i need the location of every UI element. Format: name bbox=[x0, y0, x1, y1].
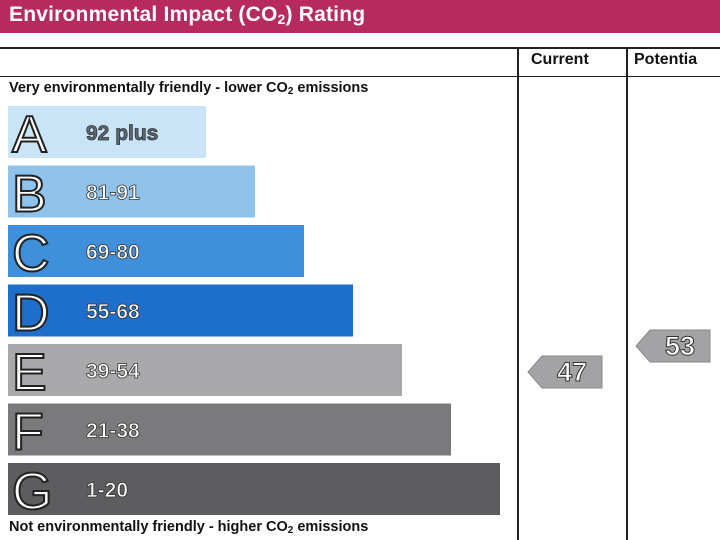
header-row-border bbox=[0, 76, 720, 77]
rating-header: Environmental Impact (CO2) Rating bbox=[0, 0, 720, 33]
bottom-caption-subscript: 2 bbox=[287, 525, 294, 536]
band-f-letter: F bbox=[12, 404, 44, 462]
potential-rating-arrow bbox=[635, 329, 711, 363]
top-caption-suffix: emissions bbox=[293, 80, 369, 96]
band-b-letter: B bbox=[12, 166, 47, 224]
band-e-letter: E bbox=[12, 344, 47, 402]
potential-rating-value: 53 bbox=[665, 331, 695, 361]
band-e-bar bbox=[8, 344, 402, 396]
top-caption-subscript: 2 bbox=[287, 86, 294, 97]
band-d-letter: D bbox=[12, 285, 50, 343]
band-d-bar bbox=[8, 284, 353, 337]
rating-title: Environmental Impact (CO2) Rating bbox=[9, 3, 365, 27]
bottom-caption-prefix: Not environmentally friendly - higher CO bbox=[9, 519, 288, 535]
top-caption: Very environmentally friendly - lower CO… bbox=[9, 80, 369, 97]
table-top-border bbox=[0, 47, 720, 49]
current-rating-value: 47 bbox=[557, 357, 587, 387]
band-f-range: 21-38 bbox=[86, 420, 140, 443]
potential-column-header: Potentia bbox=[634, 51, 698, 68]
band-a-range: 92 plus bbox=[86, 122, 158, 145]
title-subscript: 2 bbox=[277, 11, 286, 27]
band-c-range: 69-80 bbox=[86, 241, 140, 264]
band-g-bar bbox=[8, 463, 500, 515]
band-b-range: 81-91 bbox=[86, 182, 140, 205]
band-g-range: 1-20 bbox=[86, 479, 128, 502]
band-a-bar bbox=[8, 106, 206, 158]
current-column-divider bbox=[626, 47, 628, 540]
bottom-caption-suffix: emissions bbox=[293, 519, 369, 535]
band-b-bar bbox=[8, 165, 255, 218]
current-rating-arrow bbox=[527, 355, 603, 389]
current-column-header: Current bbox=[531, 51, 589, 68]
band-d-range: 55-68 bbox=[86, 301, 140, 324]
band-e-range: 39-54 bbox=[86, 360, 140, 383]
band-f-bar bbox=[8, 403, 451, 456]
band-c-bar bbox=[8, 225, 304, 277]
band-a-letter: A bbox=[12, 106, 47, 164]
top-caption-prefix: Very environmentally friendly - lower CO bbox=[9, 80, 288, 96]
bottom-caption: Not environmentally friendly - higher CO… bbox=[9, 519, 369, 536]
title-suffix: ) Rating bbox=[285, 3, 366, 26]
band-c-letter: C bbox=[12, 225, 50, 283]
title-prefix: Environmental Impact (CO bbox=[9, 3, 278, 26]
band-column-divider bbox=[517, 47, 519, 540]
band-g-letter: G bbox=[12, 463, 52, 521]
